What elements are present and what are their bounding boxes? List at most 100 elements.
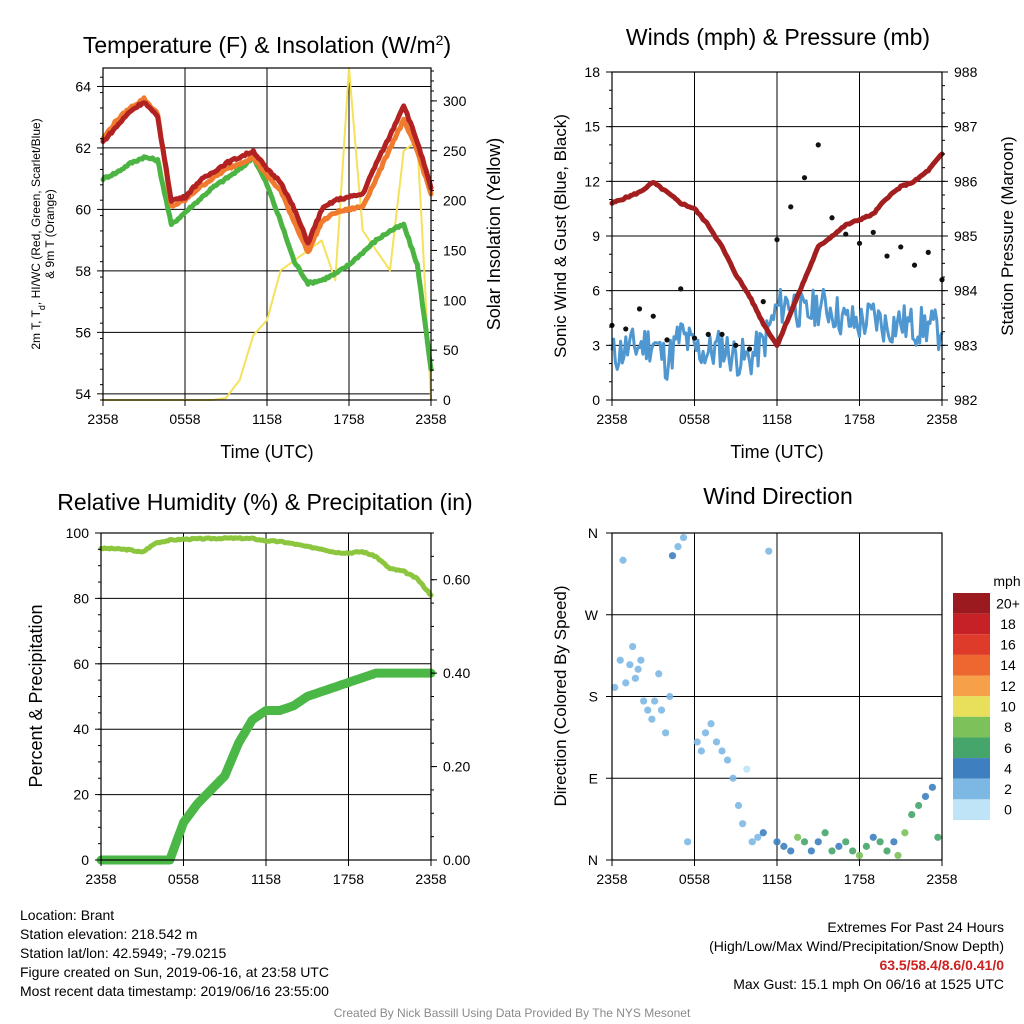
gust-point	[746, 346, 753, 352]
direction-point	[842, 838, 850, 846]
gust-point	[911, 262, 918, 268]
y-tick-label: E	[589, 770, 598, 786]
direction-point	[814, 838, 822, 846]
y-tick-label: S	[589, 689, 598, 705]
wind-ylabel: Sonic Wind & Gust (Blue, Black)	[551, 114, 570, 358]
x-tick-label: 2358	[926, 871, 957, 887]
x-tick-label: 1758	[844, 411, 875, 427]
y2-tick-label: 988	[954, 64, 978, 80]
x-tick-label: 1758	[844, 871, 875, 887]
direction-point	[723, 756, 732, 764]
direction-point	[611, 683, 619, 692]
direction-point	[729, 774, 737, 782]
wind-panel: Winds (mph) & Pressure (mb) 0 3 6 9 12 15 18 9…	[551, 24, 1017, 462]
colorbar-swatch	[953, 737, 990, 759]
x-tick-label: 2358	[415, 411, 446, 427]
extremes-values: 63.5/58.4/8.6/0.41/0	[879, 957, 1004, 973]
station-latlon: Station lat/lon: 42.5949; -79.0215	[20, 945, 227, 961]
y-tick-label: 58	[75, 263, 91, 279]
rh-title: Relative Humidity (%) & Precipitation (i…	[57, 489, 472, 515]
y-tick-label: 100	[66, 525, 90, 541]
y-tick-label: N	[588, 852, 598, 868]
colorbar-swatch	[953, 613, 990, 635]
y-tick-label: N	[588, 525, 598, 541]
y2-tick-label: 0.40	[443, 665, 470, 681]
y-tick-label: 62	[75, 140, 91, 156]
y-tick-label: 60	[75, 201, 91, 217]
direction-point	[657, 706, 666, 714]
y2-tick-label: 150	[443, 242, 467, 258]
temp-title: Temperature (F) & Insolation (W/m2)	[83, 32, 451, 58]
dir-grid	[611, 532, 943, 861]
direction-point	[718, 747, 726, 755]
gust-point	[856, 240, 863, 246]
gust-point	[678, 286, 684, 292]
direction-point	[707, 720, 715, 728]
direction-point	[668, 552, 677, 560]
direction-point	[662, 729, 670, 737]
direction-point	[648, 715, 656, 723]
temp-x-ticks: 2358 0558 1158 1758 2358	[87, 400, 447, 427]
gust-point	[925, 249, 931, 255]
credit-line: Created By Nick Bassill Using Data Provi…	[333, 1006, 691, 1020]
y2-tick-label: 984	[954, 283, 978, 299]
dir-plot-area	[611, 533, 942, 860]
y2-tick-label: 987	[954, 119, 978, 135]
colorbar-swatch	[953, 716, 990, 738]
colorbar-label: 16	[1000, 637, 1016, 653]
direction-point	[915, 801, 923, 810]
wind-plot-area	[609, 142, 945, 381]
colorbar-swatch	[953, 675, 990, 697]
dir-ylabel: Direction (Colored By Speed)	[551, 585, 570, 806]
colorbar-label: 4	[1004, 760, 1012, 776]
series-line-relative-humidity	[98, 535, 434, 598]
series-line-sonic-wind	[610, 287, 944, 381]
y-tick-label: 12	[584, 173, 600, 189]
direction-point	[780, 842, 788, 850]
extremes-title: Extremes For Past 24 Hours	[827, 919, 1004, 935]
gust-point	[760, 299, 766, 305]
recent-data-timestamp: Most recent data timestamp: 2019/06/16 2…	[20, 983, 329, 999]
x-tick-label: 2358	[85, 871, 116, 887]
y2-tick-label: 300	[443, 93, 467, 109]
gust-point	[774, 237, 780, 243]
x-tick-label: 1758	[333, 411, 364, 427]
direction-point	[928, 783, 936, 791]
colorbar-swatch	[953, 654, 990, 676]
direction-point	[622, 679, 630, 687]
colorbar-label: 20+	[996, 595, 1020, 611]
temp-ylabel-line1: 2m T, Td, HI/WC (Red, Green, Scarlet/Blu…	[29, 118, 47, 349]
x-tick-label: 1158	[251, 871, 281, 887]
x-tick-label: 1158	[762, 871, 792, 887]
y2-tick-label: 100	[443, 292, 467, 308]
direction-point	[619, 556, 627, 564]
x-tick-label: 0558	[679, 871, 710, 887]
y-tick-label: 54	[75, 386, 91, 402]
temp-y2label: Solar Insolation (Yellow)	[484, 138, 504, 330]
direction-point	[679, 533, 688, 542]
y-tick-label: 56	[75, 324, 91, 340]
y2-tick-label: 983	[954, 337, 978, 353]
direction-point	[701, 729, 710, 737]
colorbar-swatch	[953, 696, 990, 717]
direction-point	[934, 833, 942, 841]
direction-point	[901, 829, 909, 837]
y-tick-label: 6	[592, 283, 600, 299]
y2-tick-label: 0.20	[443, 759, 470, 775]
colorbar: 20+ 18 16 14 12 10 8 6 4 2 0	[953, 593, 1020, 820]
direction-point	[734, 801, 743, 810]
x-tick-label: 1158	[252, 411, 282, 427]
direction-point	[626, 661, 634, 669]
direction-point	[754, 833, 762, 841]
y2-tick-label: 985	[954, 228, 978, 244]
station-info: Location: Brant Station elevation: 218.5…	[20, 906, 329, 1001]
direction-point	[807, 847, 815, 855]
dir-title: Wind Direction	[703, 483, 853, 509]
series-line-2m-t	[100, 100, 434, 246]
station-location: Location: Brant	[20, 907, 115, 923]
y-tick-label: 18	[584, 64, 600, 80]
gust-point	[898, 244, 904, 250]
y-tick-label: 15	[584, 119, 600, 135]
direction-point	[787, 847, 795, 855]
x-tick-label: 2358	[87, 411, 118, 427]
